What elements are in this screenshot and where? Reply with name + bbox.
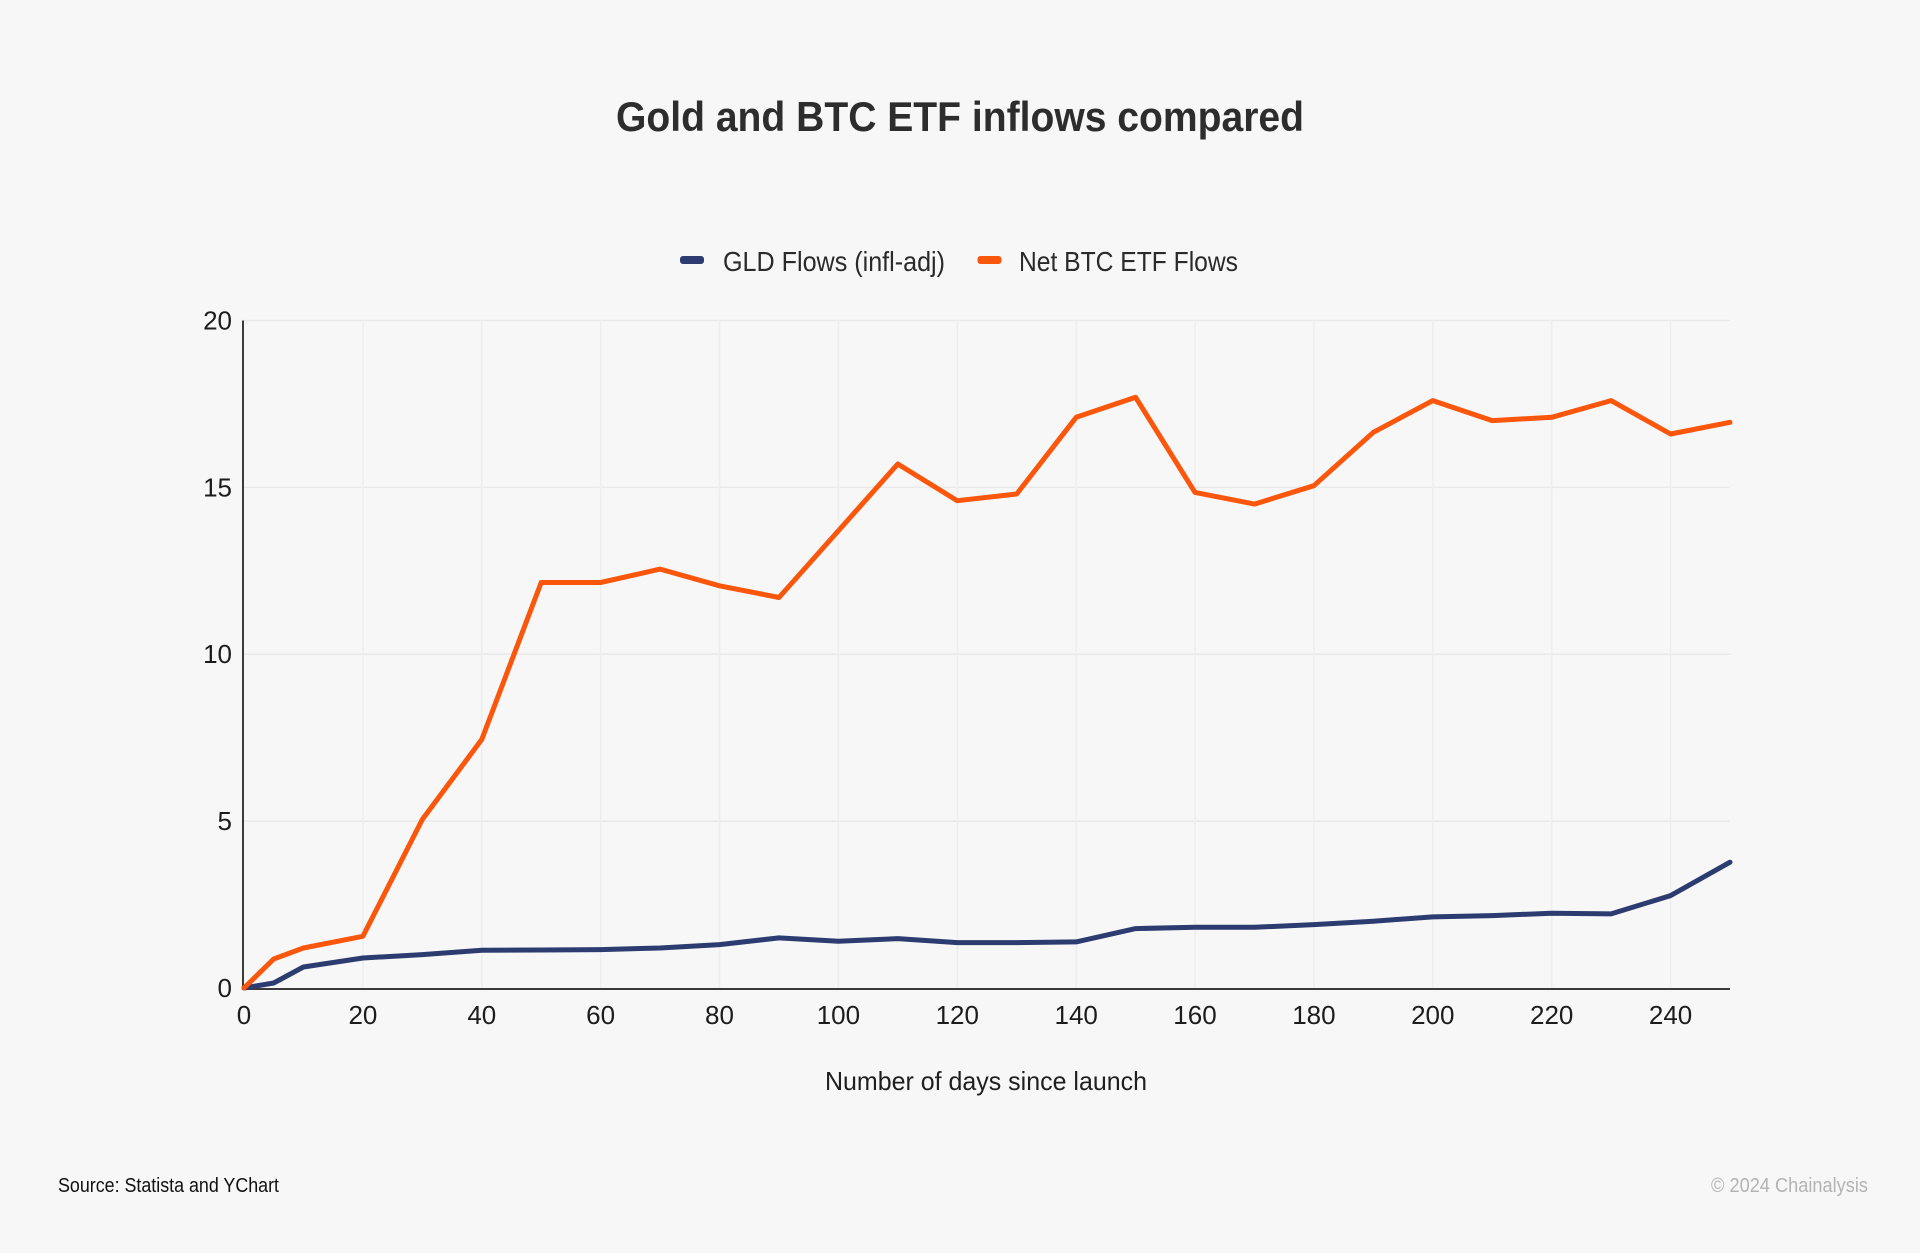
- svg-text:200: 200: [1411, 1000, 1454, 1030]
- svg-text:0: 0: [237, 1000, 251, 1030]
- svg-text:20: 20: [348, 1000, 377, 1030]
- svg-text:180: 180: [1292, 1000, 1335, 1030]
- svg-text:120: 120: [936, 1000, 979, 1030]
- svg-text:80: 80: [705, 1000, 734, 1030]
- svg-text:Source: Statista and YChart: Source: Statista and YChart: [58, 1175, 279, 1197]
- svg-text:100: 100: [817, 1000, 860, 1030]
- svg-text:Gold and BTC ETF inflows compa: Gold and BTC ETF inflows compared: [616, 93, 1304, 140]
- svg-text:60: 60: [586, 1000, 615, 1030]
- svg-text:40: 40: [467, 1000, 496, 1030]
- svg-text:© 2024 Chainalysis: © 2024 Chainalysis: [1711, 1175, 1868, 1197]
- svg-text:20: 20: [203, 306, 232, 336]
- svg-text:Net BTC ETF Flows: Net BTC ETF Flows: [1019, 246, 1238, 277]
- svg-text:160: 160: [1173, 1000, 1216, 1030]
- svg-text:140: 140: [1055, 1000, 1098, 1030]
- svg-text:Number of days since launch: Number of days since launch: [825, 1066, 1147, 1096]
- svg-text:240: 240: [1649, 1000, 1692, 1030]
- svg-text:5: 5: [218, 806, 232, 836]
- svg-text:15: 15: [203, 472, 232, 502]
- svg-text:GLD Flows (infl-adj): GLD Flows (infl-adj): [723, 246, 945, 277]
- svg-text:10: 10: [203, 639, 232, 669]
- svg-text:0: 0: [218, 973, 232, 1003]
- svg-text:220: 220: [1530, 1000, 1573, 1030]
